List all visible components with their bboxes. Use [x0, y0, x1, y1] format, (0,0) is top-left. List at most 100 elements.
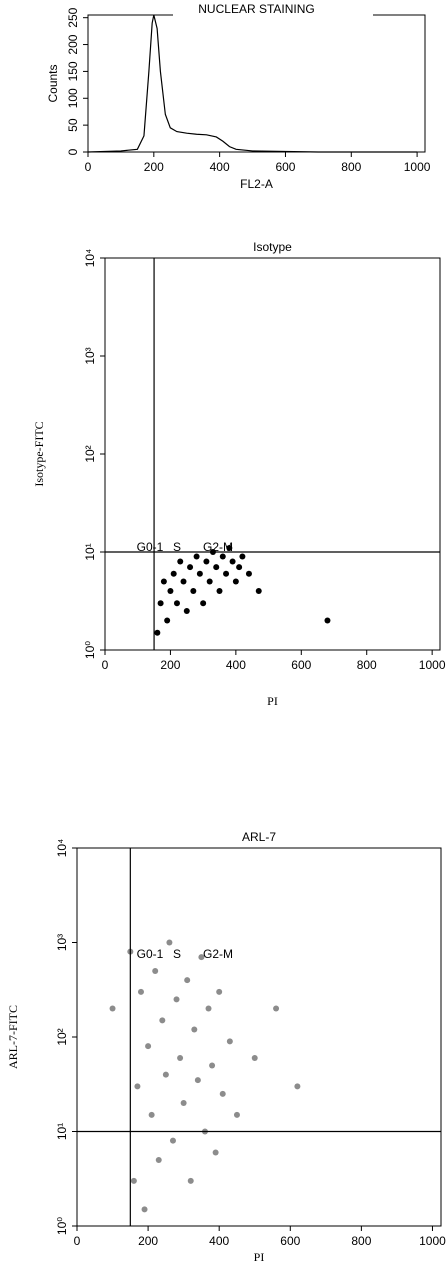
- scatter-point: [194, 1077, 201, 1084]
- scatter-point: [273, 1005, 280, 1012]
- x-axis-label: PI: [267, 694, 278, 708]
- scatter-point: [157, 600, 164, 607]
- y-tick-label: 10⁴: [83, 249, 97, 268]
- y-tick-label: 10²: [83, 445, 97, 462]
- x-tick-label: 600: [291, 658, 311, 672]
- x-tick-label: 800: [341, 160, 361, 174]
- y-axis-label: Isotype-FITC: [32, 421, 46, 486]
- scatter-point: [216, 988, 223, 995]
- scatter-point: [155, 1156, 162, 1163]
- x-tick-label: 1000: [419, 1234, 446, 1248]
- x-tick-label: 400: [226, 658, 246, 672]
- y-tick-label: 200: [66, 34, 80, 54]
- scatter-point: [212, 1149, 219, 1156]
- gate-annotation: S: [173, 947, 181, 961]
- x-tick-label: 600: [280, 1234, 300, 1248]
- chart-title: NUCLEAR STAINING: [198, 2, 314, 16]
- scatter-point: [216, 587, 223, 594]
- scatter-point: [324, 617, 331, 624]
- y-axis-label: Counts: [46, 64, 60, 102]
- scatter-point: [173, 600, 180, 607]
- y-tick-label: 10¹: [55, 1123, 69, 1140]
- x-tick-label: 0: [74, 1234, 81, 1248]
- y-tick-label: 10⁴: [55, 839, 69, 858]
- gate-annotation: S: [173, 540, 181, 554]
- y-tick-label: 10³: [55, 934, 69, 951]
- scatter-point: [187, 564, 194, 571]
- y-tick-label: 50: [66, 118, 80, 132]
- y-tick-label: 0: [66, 148, 80, 155]
- scatter-point: [130, 1177, 137, 1184]
- scatter-point: [203, 558, 210, 565]
- scatter-point: [173, 996, 180, 1003]
- gate-annotation: G2-M: [203, 540, 233, 554]
- plot-frame: [87, 14, 426, 153]
- scatter-point: [148, 1111, 155, 1118]
- scatter-point: [232, 578, 239, 585]
- scatter-point: [213, 564, 220, 571]
- x-tick-label: 200: [160, 658, 180, 672]
- x-axis-label: PI: [254, 1250, 265, 1264]
- gate-annotation: G0-1: [137, 947, 164, 961]
- x-axis-label: FL2-A: [240, 177, 273, 191]
- scatter-point: [223, 570, 230, 577]
- x-tick-label: 1000: [404, 160, 431, 174]
- scatter-point: [169, 1137, 176, 1144]
- y-tick-label: 100: [66, 88, 80, 108]
- y-tick-label: 250: [66, 7, 80, 27]
- x-tick-label: 800: [351, 1234, 371, 1248]
- scatter-point: [239, 553, 246, 560]
- scatter-point: [200, 600, 207, 607]
- scatter-point: [229, 558, 236, 565]
- scatter-point: [137, 988, 144, 995]
- scatter-point: [251, 1054, 258, 1061]
- scatter-point: [152, 967, 159, 974]
- scatter-point: [180, 578, 187, 585]
- x-tick-label: 400: [209, 1234, 229, 1248]
- scatter-point: [193, 553, 200, 560]
- plot-frame: [76, 847, 442, 1227]
- chart-title: Isotype: [253, 240, 292, 254]
- scatter-point: [198, 954, 205, 961]
- scatter-point: [145, 1043, 152, 1050]
- scatter-point: [294, 1083, 301, 1090]
- y-tick-label: 10²: [55, 1028, 69, 1045]
- x-tick-label: 800: [357, 658, 377, 672]
- scatter-point: [160, 578, 167, 585]
- scatter-point: [226, 1038, 233, 1045]
- histogram-line: [87, 14, 418, 153]
- scatter-point: [191, 1026, 198, 1033]
- x-tick-label: 200: [144, 160, 164, 174]
- y-tick-label: 10³: [83, 347, 97, 364]
- scatter-point: [141, 1206, 148, 1213]
- scatter-point: [219, 553, 226, 560]
- scatter-point: [177, 1054, 184, 1061]
- scatter-point: [184, 977, 191, 984]
- y-axis-label: ARL-7-FITC: [6, 1005, 20, 1069]
- x-tick-label: 200: [138, 1234, 158, 1248]
- y-tick-label: 10⁰: [83, 641, 97, 659]
- scatter-point: [167, 587, 174, 594]
- scatter-point: [219, 1090, 226, 1097]
- scatter-point: [159, 1017, 166, 1024]
- scatter-point: [226, 544, 233, 551]
- gate-annotation: G0-1: [137, 540, 164, 554]
- scatter-point: [187, 1177, 194, 1184]
- chart-title: ARL-7: [242, 830, 276, 844]
- scatter-point: [164, 617, 171, 624]
- scatter-point: [183, 608, 190, 615]
- scatter-point: [206, 578, 213, 585]
- scatter-point: [134, 1083, 141, 1090]
- x-tick-label: 600: [275, 160, 295, 174]
- scatter-point: [170, 570, 177, 577]
- y-tick-label: 10⁰: [55, 1217, 69, 1235]
- scatter-point: [196, 570, 203, 577]
- scatter-point: [177, 558, 184, 565]
- y-tick-label: 150: [66, 61, 80, 81]
- x-tick-label: 400: [210, 160, 230, 174]
- scatter-point: [245, 570, 252, 577]
- scatter-point: [233, 1111, 240, 1118]
- scatter-point: [109, 1005, 116, 1012]
- x-tick-label: 1000: [419, 658, 446, 672]
